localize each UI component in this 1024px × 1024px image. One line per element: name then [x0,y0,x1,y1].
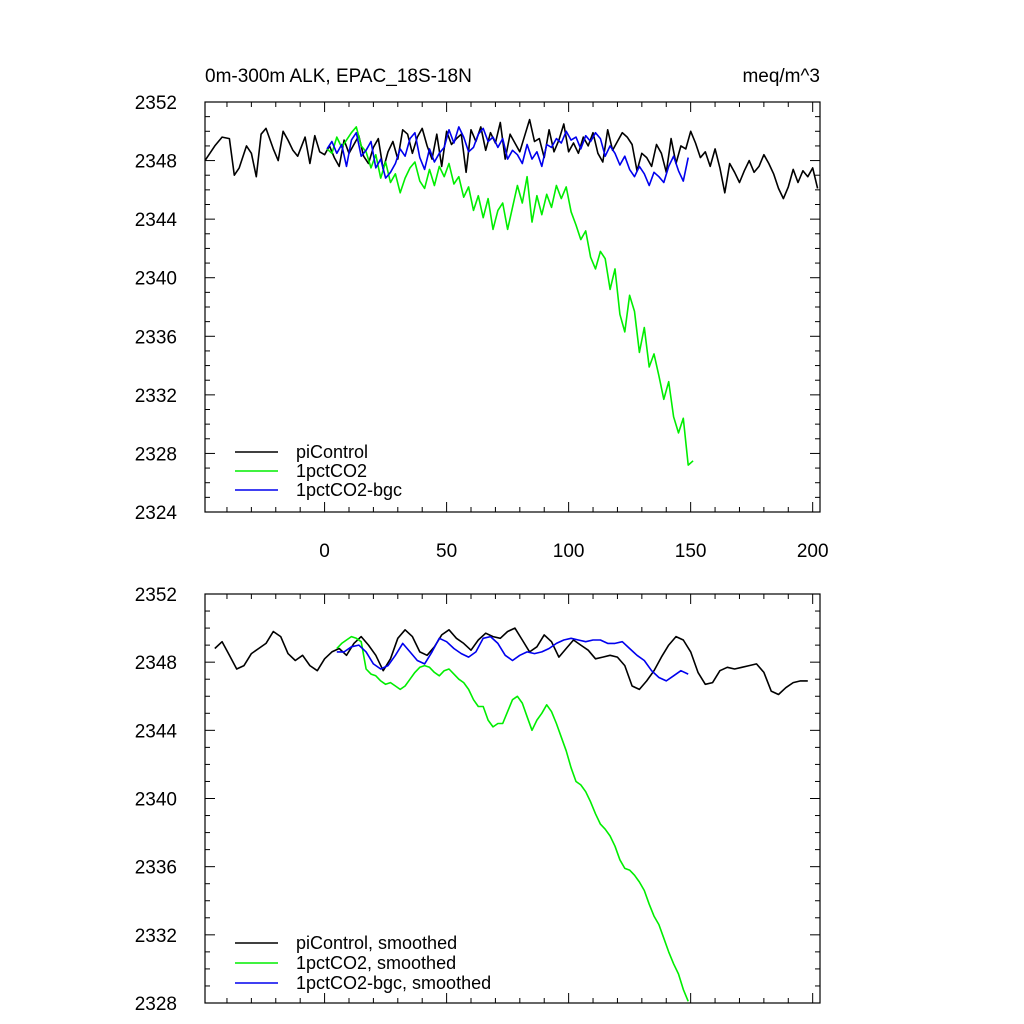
panel-bottom: 2328 2332 2336 2340 2344 2348 2352 piControl, s… [135,585,821,1015]
y-tick-label: 2328 [135,994,177,1015]
x-tick-label: 100 [553,541,585,562]
y-tick-label: 2340 [135,790,177,811]
x-tick-label: 150 [675,541,707,562]
legend-label: 1pctCO2 [296,461,367,481]
legend-label: piControl [296,442,368,462]
series-group [214,627,808,1002]
chart-title: 0m-300m ALK, EPAC_18S-18N [205,66,472,87]
series-line-3 [326,126,689,187]
y-tick-label: 2324 [135,503,178,524]
series-line-1 [214,627,808,696]
legend-label: 1pctCO2, smoothed [296,953,456,973]
panel-top: 2324 2328 2332 2336 2340 2344 2348 2352 0 50 100 15… [135,93,829,562]
y-tick-label: 2336 [135,327,177,348]
y-tick-label: 2336 [135,858,177,879]
series-line-1 [205,118,819,200]
y-tick-label: 2352 [135,93,177,114]
y-tick-label: 2344 [135,210,178,231]
legend-label: 1pctCO2-bgc, smoothed [296,973,491,993]
legend-label: 1pctCO2-bgc [296,480,402,500]
x-tick-label: 200 [797,541,829,562]
y-tick-label: 2344 [135,721,178,742]
y-tick-label: 2352 [135,585,177,606]
x-tick-label: 50 [436,541,457,562]
y-tick-label: 2332 [135,926,177,947]
y-tick-label: 2332 [135,386,177,407]
legend-label: piControl, smoothed [296,933,457,953]
series-line-2 [336,635,689,1002]
y-tick-label: 2348 [135,653,177,674]
y-tick-label: 2328 [135,444,177,465]
y-tick-label: 2340 [135,269,177,290]
series-group [205,118,819,466]
series-line-2 [326,126,694,466]
x-tick-label: 0 [319,541,330,562]
units-label: meq/m^3 [742,66,820,87]
y-tick-label: 2348 [135,152,177,173]
series-line-3 [336,635,689,682]
